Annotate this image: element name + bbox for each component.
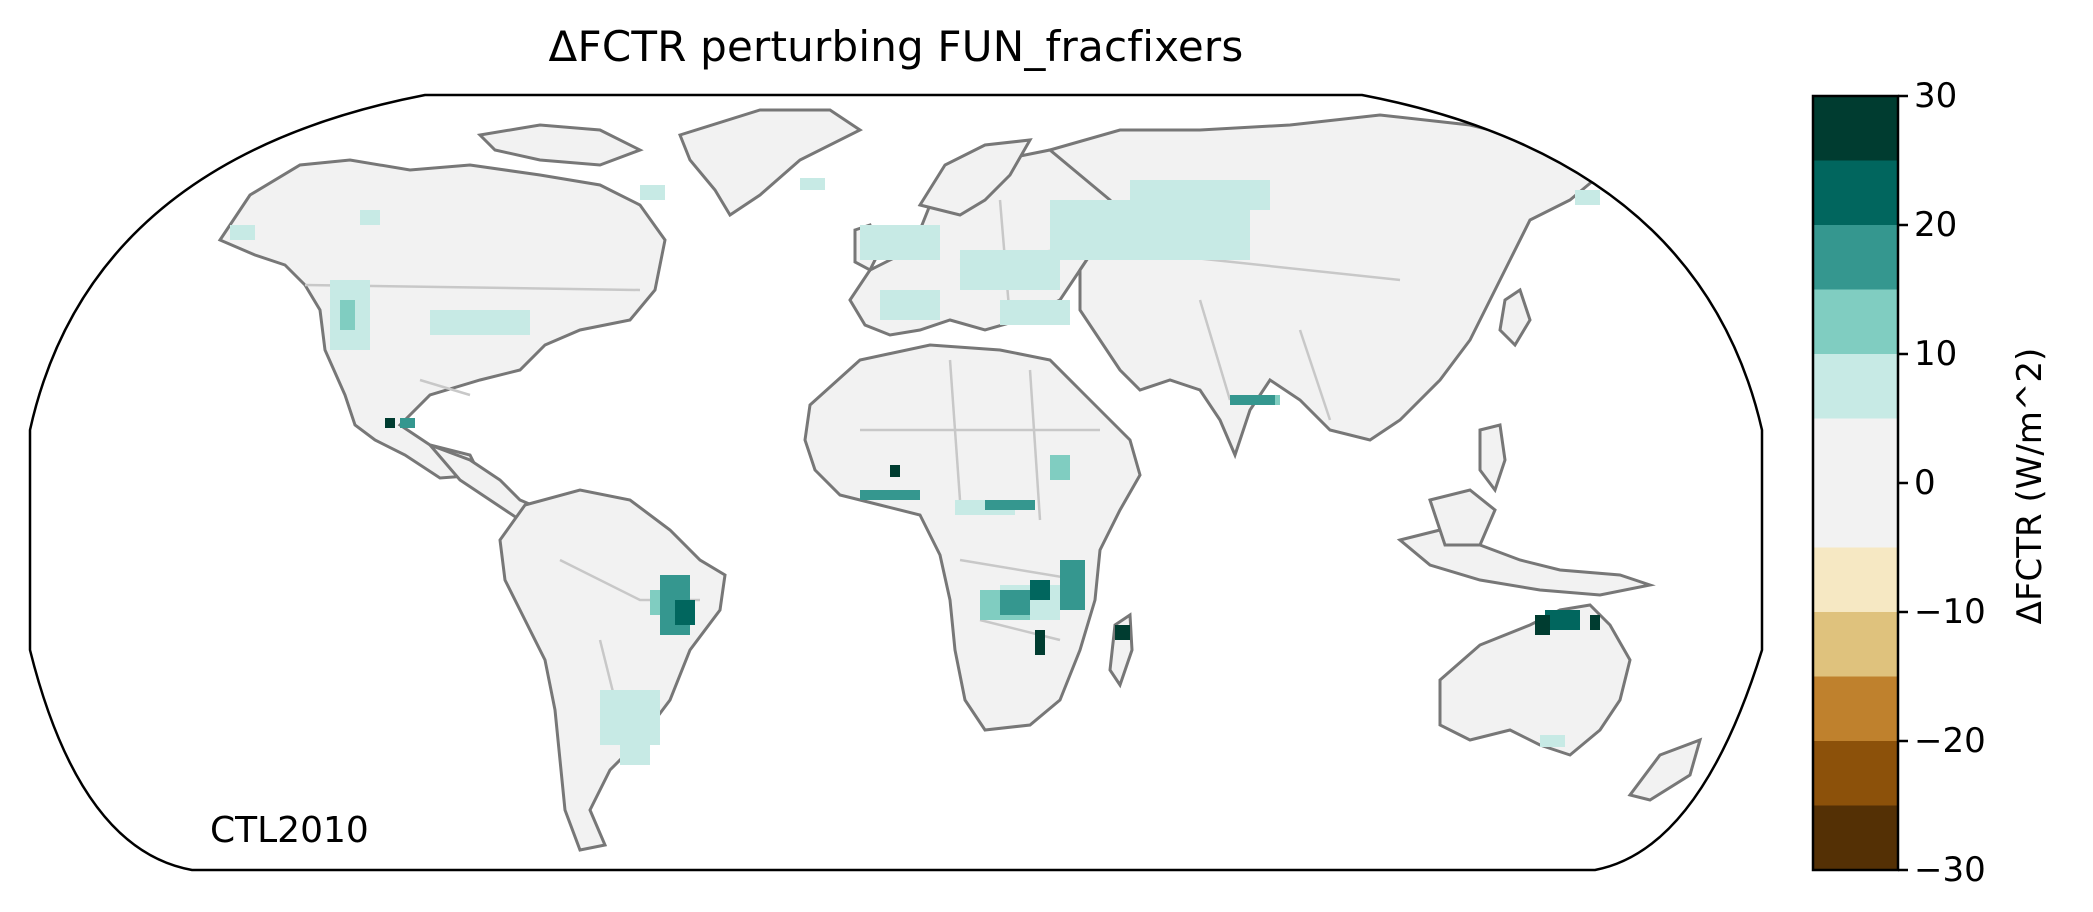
data-cell — [640, 185, 665, 200]
data-cell — [400, 418, 415, 428]
data-cell — [860, 490, 920, 500]
japan-land — [1498, 287, 1532, 348]
colorbar-label: ΔFCTR (W/m^2) — [2010, 347, 2050, 625]
data-cell — [890, 465, 900, 477]
colorbar-tick-label: 30 — [1914, 76, 1958, 116]
colorbar-bin — [1813, 418, 1898, 548]
data-cell — [1115, 625, 1130, 640]
data-cell — [1030, 580, 1050, 600]
data-cell — [1035, 630, 1045, 655]
panel-label: CTL2010 — [210, 810, 369, 851]
data-cell — [1540, 735, 1565, 747]
colorbar-bin — [1813, 805, 1898, 871]
data-cell — [675, 600, 695, 625]
colorbar-bin — [1813, 96, 1898, 161]
anomaly-cells — [230, 178, 1600, 765]
colorbar-tick-label: −20 — [1914, 721, 1986, 761]
colorbar-bin — [1813, 741, 1898, 806]
colorbar-bin — [1813, 225, 1898, 290]
colorbar-bin — [1813, 354, 1898, 419]
data-cell — [1575, 190, 1600, 205]
data-cell — [985, 500, 1035, 510]
map-boundary — [28, 93, 1764, 872]
data-cell — [1535, 615, 1550, 635]
data-cell — [1050, 455, 1070, 480]
philippines-land — [1478, 423, 1507, 494]
arctic-islands-land — [476, 123, 644, 167]
colorbar-tick-label: 0 — [1914, 463, 1936, 503]
africa-land — [803, 343, 1142, 732]
data-cell — [800, 178, 825, 190]
data-cell — [1000, 590, 1030, 615]
colorbar-tick-label: −30 — [1914, 850, 1986, 890]
data-cell — [1000, 300, 1070, 325]
data-cell — [360, 210, 380, 225]
data-cell — [430, 310, 530, 335]
greenland-land — [678, 108, 863, 218]
new-zealand-land — [1627, 737, 1703, 802]
data-cell — [620, 735, 650, 765]
borneo-land — [1428, 488, 1497, 547]
map-title: ΔFCTR perturbing FUN_fracfixers — [548, 22, 1244, 71]
data-cell — [1545, 610, 1580, 630]
world-map — [28, 93, 1764, 872]
data-cell — [340, 300, 355, 330]
colorbar-bin — [1813, 612, 1898, 677]
colorbar-bins — [1813, 96, 1898, 871]
scandinavia-land — [917, 138, 1033, 217]
data-cell — [1130, 180, 1270, 210]
colorbar-ticks — [1898, 94, 1908, 872]
data-cell — [1060, 560, 1085, 610]
data-cell — [860, 225, 940, 260]
colorbar-bin — [1813, 160, 1898, 226]
colorbar-tick-label: −10 — [1914, 592, 1986, 632]
colorbar-tick-label: 10 — [1914, 334, 1958, 374]
data-cell — [1590, 615, 1600, 630]
colorbar-bin — [1813, 289, 1898, 355]
data-cell — [960, 250, 1060, 290]
colorbar-bin — [1813, 676, 1898, 742]
data-cell — [230, 225, 255, 240]
data-cell — [880, 290, 940, 320]
data-cell — [385, 418, 395, 428]
colorbar-tick-label: 20 — [1914, 205, 1958, 245]
colorbar-bin — [1813, 547, 1898, 613]
data-cell — [1230, 395, 1275, 405]
